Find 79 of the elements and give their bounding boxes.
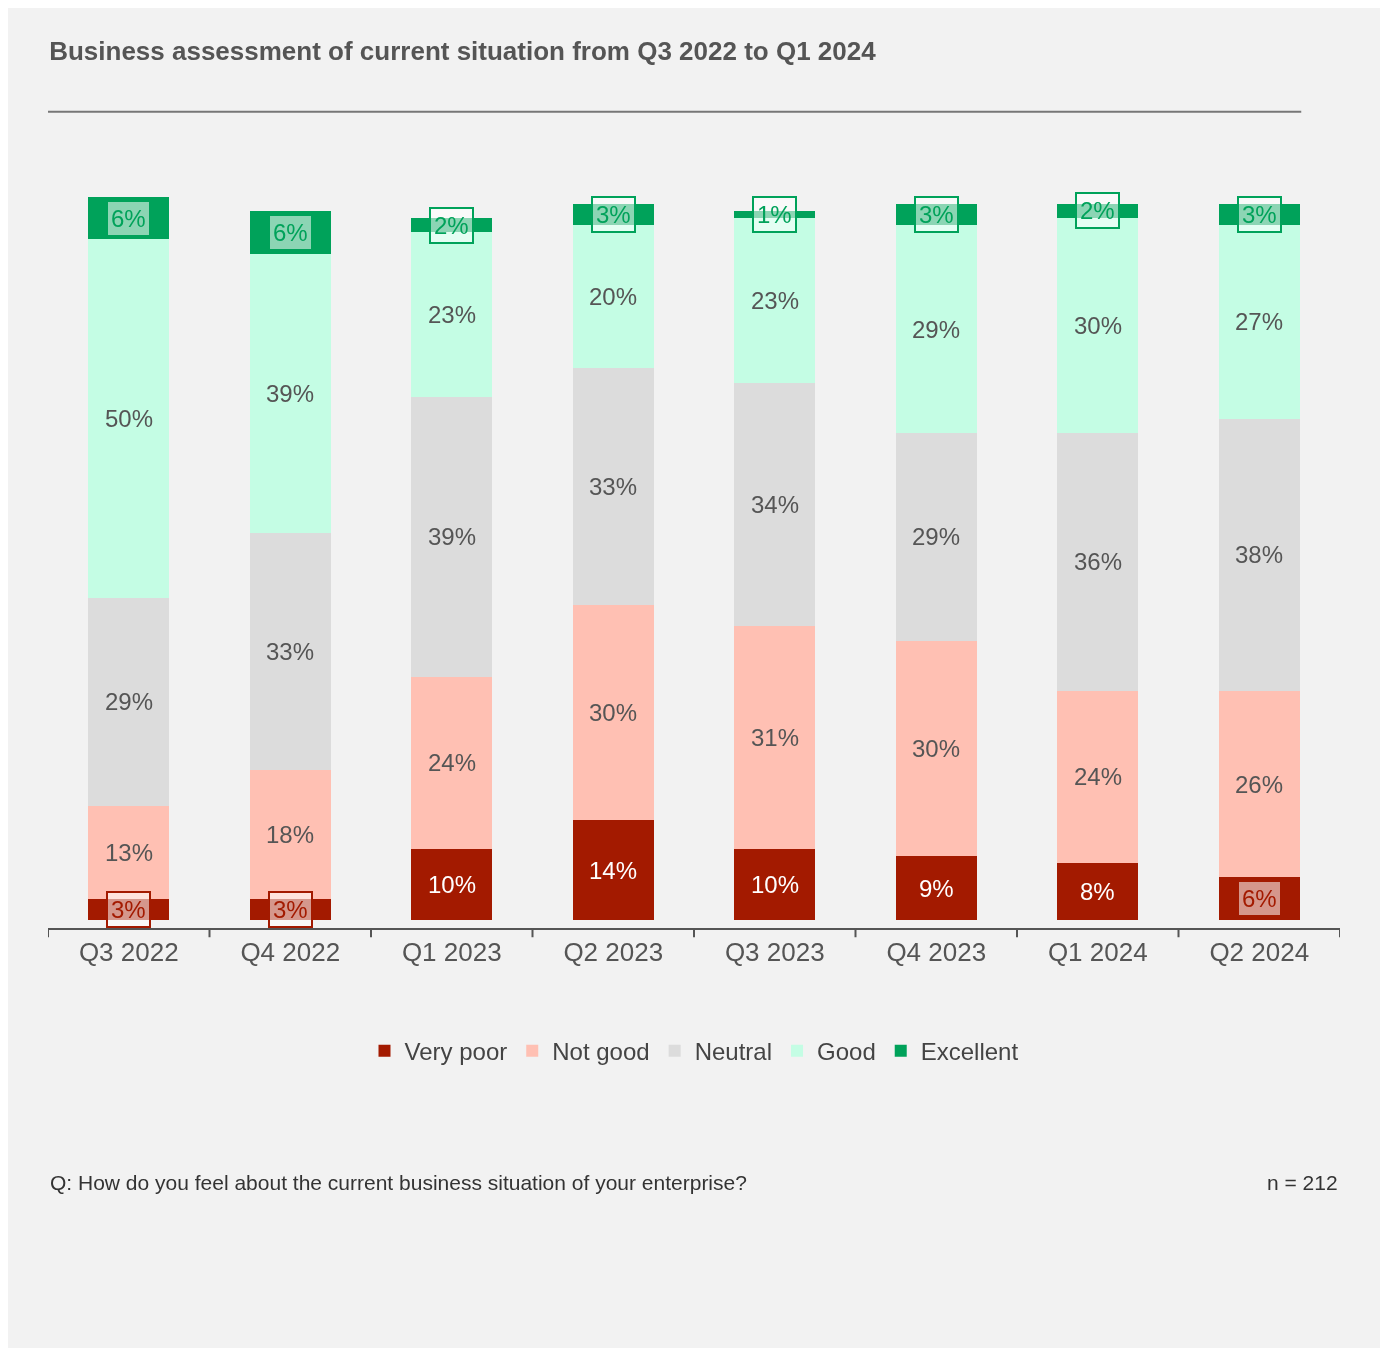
legend-label: Not good [552,1038,650,1066]
bar [895,855,977,921]
bar [1218,690,1300,878]
bar [895,432,977,641]
data-label: 34% [751,491,800,518]
data-label: 30% [589,699,638,726]
data-label: 13% [105,839,154,866]
data-label: 33% [589,473,638,500]
data-label: 14% [589,857,638,884]
x-tick-label: Q3 2023 [724,937,825,968]
data-label: 23% [751,287,800,314]
bar [572,368,654,605]
data-label: 8% [1080,878,1115,905]
data-label: 6% [111,205,146,232]
text: Q: How do you feel about the current business situation of your enterprise? [50,1171,747,1194]
data-label: 3% [596,201,631,228]
bar [572,819,654,921]
data-label: 29% [912,316,961,343]
data-label: 2% [1080,197,1115,224]
chart-title: Business assessment of current situation from Q3 2022 to Q1 2024 [49,35,877,66]
x-tick-label: Q4 2022 [240,937,341,968]
data-label: 27% [1235,308,1284,335]
x-tick-label: Q4 2023 [886,937,987,968]
data-label: 39% [266,380,315,407]
x-tick-label: Q2 2024 [1209,937,1310,968]
legend-label: Very poor [404,1038,508,1066]
bar [1057,862,1139,921]
bar [249,210,331,254]
x-tick-label: Q1 2023 [401,937,502,968]
data-label: 29% [105,688,154,715]
x-tick-label: Q2 2023 [563,937,664,968]
data-label: 33% [266,638,315,665]
text: n = 212 [1267,1171,1338,1194]
data-label: 24% [428,749,477,776]
data-label: 3% [111,896,146,923]
bar [88,196,170,240]
bar [1057,432,1139,691]
data-label: 10% [751,871,800,898]
data-label: 36% [1074,548,1123,575]
data-label: 29% [912,523,961,550]
bar [249,253,331,534]
bar [895,640,977,856]
bar [411,676,493,849]
data-label: 30% [1074,312,1123,339]
data-label: 3% [273,896,308,923]
data-label: 9% [919,875,954,902]
bar [411,397,493,677]
data-label: 6% [273,219,308,246]
bar [1218,418,1300,691]
x-tick-label: Q3 2022 [78,937,179,968]
legend-label: Excellent [920,1038,1019,1066]
data-label: 50% [105,405,154,432]
x-tick-label: Q1 2024 [1047,937,1148,968]
bar [411,848,493,921]
data-label: 30% [912,735,961,762]
data-label: 23% [428,301,477,328]
legend-label: Neutral [694,1038,773,1066]
data-label: 38% [1235,541,1284,568]
data-label: 2% [434,212,469,239]
bar [88,597,170,806]
bar [88,239,170,598]
data-label: 10% [428,871,477,898]
data-label: 20% [589,283,638,310]
bar [572,604,654,820]
data-label: 26% [1235,771,1284,798]
bar [1057,690,1139,863]
data-label: 3% [919,201,954,228]
bar [249,533,331,770]
data-label: 24% [1074,763,1123,790]
data-label: 31% [751,724,800,751]
bar [734,382,816,627]
bar [734,626,816,849]
data-label: 18% [266,821,315,848]
data-label: 39% [428,523,477,550]
data-label: 3% [1242,201,1277,228]
legend-label: Good [817,1038,876,1066]
bar [734,848,816,921]
data-label: 6% [1242,885,1277,912]
bar [1218,877,1300,921]
